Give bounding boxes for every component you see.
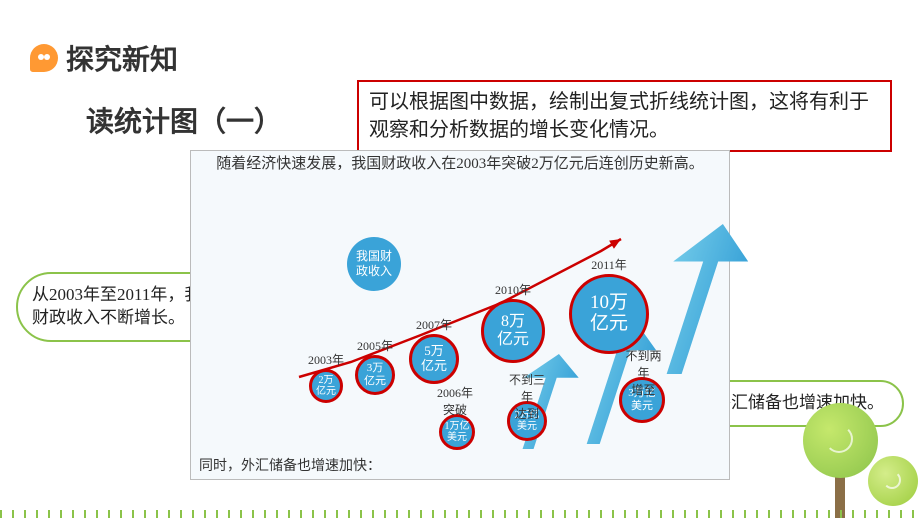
year-label: 2010年 bbox=[495, 281, 531, 298]
forex-note: 不到两年 增至 bbox=[622, 347, 665, 398]
grass-decor bbox=[0, 510, 920, 518]
value-circle: 10万 亿元 bbox=[569, 274, 649, 354]
tree-icon bbox=[868, 456, 918, 506]
value-circle: 2万 亿元 bbox=[309, 369, 343, 403]
year-label: 2007年 bbox=[416, 316, 452, 333]
year-label: 2005年 bbox=[357, 337, 393, 354]
chart-footer: 同时，外汇储备也增速加快： bbox=[199, 455, 381, 475]
section-header: 探究新知 bbox=[30, 38, 178, 78]
tree-icon bbox=[803, 403, 878, 478]
forex-datapoint: 1万亿 美元2006年 突破 bbox=[439, 414, 475, 450]
fiscal-datapoint: 5万 亿元2007年 bbox=[409, 334, 459, 384]
forex-note: 2006年 突破 bbox=[437, 384, 473, 418]
swirl-icon bbox=[883, 471, 901, 489]
swirl-icon bbox=[825, 425, 853, 453]
year-label: 2011年 bbox=[591, 256, 627, 273]
header-title: 探究新知 bbox=[66, 38, 178, 78]
value-circle: 3万 亿元 bbox=[355, 355, 395, 395]
value-circle: 8万 亿元 bbox=[481, 299, 545, 363]
chart-body: 我国财 政收入 2万 亿元2003年 3万 亿元2005年 5万 亿元2007年 8万… bbox=[191, 179, 729, 439]
value-circle: 1万亿 美元 bbox=[439, 414, 475, 450]
chart-legend: 我国财 政收入 bbox=[347, 237, 401, 291]
value-circle: 5万 亿元 bbox=[409, 334, 459, 384]
year-label: 2003年 bbox=[308, 351, 344, 368]
fiscal-datapoint: 8万 亿元2010年 bbox=[481, 299, 545, 363]
fiscal-datapoint: 10万 亿元2011年 bbox=[569, 274, 649, 354]
infographic-chart: 随着经济快速发展，我国财政收入在2003年突破2万亿元后连创历史新高。 我国财 … bbox=[190, 150, 730, 480]
forex-note: 不到三年 达到 bbox=[507, 371, 547, 422]
page-subtitle: 读统计图（一） bbox=[86, 100, 282, 140]
chart-title: 随着经济快速发展，我国财政收入在2003年突破2万亿元后连创历史新高。 bbox=[191, 151, 729, 179]
forex-datapoint: 3万亿 美元不到两年 增至 bbox=[619, 377, 665, 423]
fiscal-datapoint: 3万 亿元2005年 bbox=[355, 355, 395, 395]
instruction-box: 可以根据图中数据，绘制出复式折线统计图，这将有利于观察和分析数据的增长变化情况。 bbox=[357, 80, 892, 152]
forex-datapoint: 2万亿 美元不到三年 达到 bbox=[507, 401, 547, 441]
chick-icon bbox=[30, 44, 58, 72]
fiscal-datapoint: 2万 亿元2003年 bbox=[309, 369, 343, 403]
